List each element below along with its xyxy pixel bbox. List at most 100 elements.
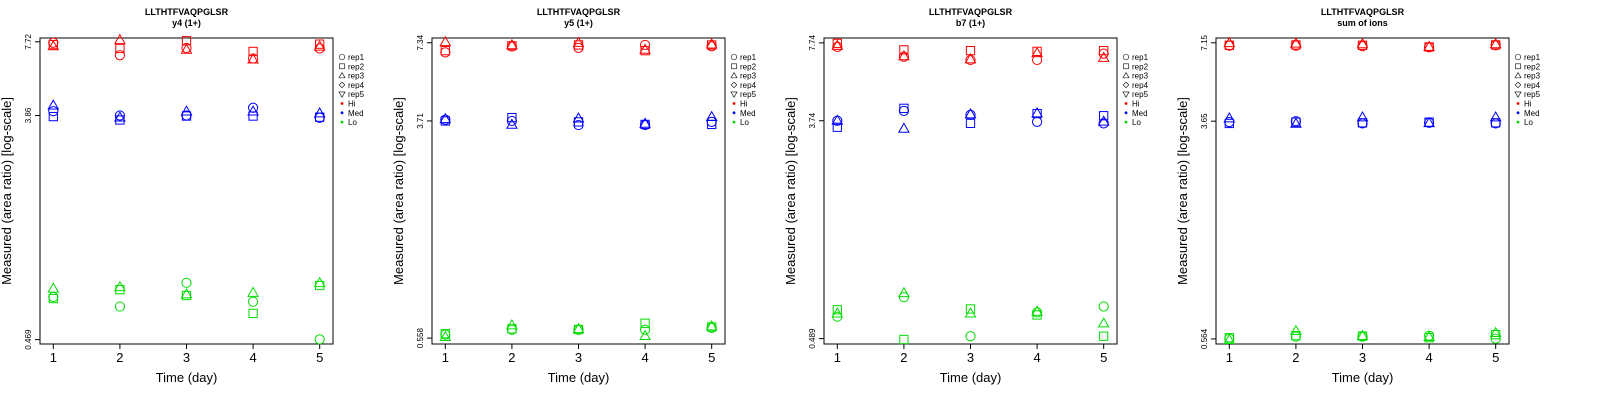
data-point-lo-rep2-day1 [1224, 333, 1234, 343]
legend-entry-rep2: rep2 [740, 62, 757, 71]
data-point-lo-rep2-day4 [640, 318, 650, 328]
data-point-lo-rep1-day5 [1098, 301, 1109, 312]
data-point-hi-rep3-day5 [1097, 51, 1110, 62]
legend-entry-lo: Lo [740, 118, 749, 127]
data-point-med-rep3-day1 [1223, 111, 1236, 123]
legend-symbol-rep5 [730, 91, 738, 98]
data-point-hi-rep3-day3 [1356, 37, 1369, 49]
data-point-hi-rep2-day5 [1099, 45, 1109, 56]
legend-dot-hi [340, 102, 344, 105]
legend-entry-rep4: rep4 [1524, 81, 1541, 90]
data-point-lo-rep3-day1 [47, 282, 60, 293]
legend-dot-hi [1516, 102, 1520, 105]
legend-entry-rep3: rep3 [1524, 72, 1541, 81]
legend-entry-lo: Lo [1524, 118, 1533, 127]
data-point-hi-rep1-day2 [114, 50, 126, 61]
legend-entry-hi: Hi [348, 100, 356, 109]
data-point-lo-rep2-day4 [1424, 333, 1434, 343]
x-tick-label: 3 [1359, 350, 1366, 365]
x-tick-label: 4 [641, 350, 648, 365]
legend-dot-lo [1516, 120, 1520, 124]
y-tick-label: 3.74 [808, 112, 817, 128]
legend-entry-rep1: rep1 [1132, 53, 1149, 62]
data-point-hi-rep3-day1 [831, 39, 844, 50]
data-point-med-rep3-day4 [639, 117, 652, 128]
data-point-lo-rep3-day1 [439, 330, 452, 341]
legend-symbol-rep1 [338, 53, 346, 61]
data-point-med-rep3-day2 [113, 111, 126, 122]
data-point-lo-rep2-day3 [573, 324, 584, 335]
data-point-med-rep2-day5 [1099, 111, 1109, 121]
x-tick-label: 3 [575, 350, 582, 365]
legend-entry-rep2: rep2 [1524, 62, 1541, 71]
data-point-med-rep2-day1 [48, 111, 58, 122]
data-point-lo-rep3-day4 [639, 329, 652, 340]
y-tick-label: 7.74 [808, 35, 817, 51]
x-tick-label: 4 [1033, 350, 1040, 365]
data-point-med-rep3-day3 [1356, 111, 1369, 122]
data-point-hi-rep3-day3 [572, 36, 585, 47]
legend-entry-rep4: rep4 [1132, 81, 1149, 90]
legend-dot-hi [1124, 102, 1128, 105]
data-point-lo-rep1-day2 [114, 301, 126, 312]
data-point-lo-rep1-day3 [181, 277, 192, 288]
data-point-lo-rep2-day4 [248, 308, 258, 319]
x-tick-label: 3 [967, 350, 974, 365]
y-tick-label: 3.65 [1200, 113, 1209, 129]
data-point-med-rep2-day4 [1032, 108, 1042, 119]
data-point-hi-rep1-day1 [440, 47, 451, 58]
chart-subtitle: sum of ions [1337, 18, 1388, 28]
legend-symbol-rep4 [1122, 81, 1130, 89]
legend-entry-rep1: rep1 [740, 53, 757, 62]
chart-subtitle: y4 (1+) [172, 18, 201, 28]
x-tick-label: 5 [708, 350, 715, 365]
data-point-lo-rep1-day4 [247, 296, 259, 307]
legend-entry-rep4: rep4 [348, 81, 365, 90]
x-tick-label: 5 [316, 350, 323, 365]
y-tick-label: 0.564 [1200, 328, 1209, 349]
x-axis-label: Time (day) [156, 370, 218, 385]
data-point-med-rep1-day2 [898, 105, 910, 117]
legend-symbol-rep3 [1122, 71, 1130, 79]
data-point-med-rep3-day5 [705, 110, 718, 121]
data-point-lo-rep3-day3 [964, 307, 977, 318]
data-point-hi-rep2-day5 [707, 40, 717, 50]
legend-entry-rep5: rep5 [348, 90, 365, 99]
legend-entry-rep1: rep1 [1524, 53, 1541, 62]
legend-entry-rep5: rep5 [1524, 90, 1541, 99]
data-point-med-rep2-day3 [181, 111, 192, 121]
data-point-lo-rep2-day1 [48, 293, 58, 304]
legend-symbol-rep2 [1123, 63, 1129, 70]
x-tick-label: 2 [508, 350, 515, 365]
data-point-lo-rep3-day2 [505, 319, 518, 330]
legend-entry-rep3: rep3 [740, 72, 757, 81]
x-tick-label: 1 [50, 350, 57, 365]
y-axis-label: Measured (area ratio) [log-scale] [0, 97, 14, 285]
data-point-hi-rep2-day5 [315, 39, 325, 49]
data-point-lo-rep3-day2 [1289, 324, 1302, 336]
legend-entry-rep5: rep5 [740, 90, 757, 99]
legend-entry-rep2: rep2 [1132, 62, 1149, 71]
data-point-lo-rep1-day3 [965, 331, 976, 342]
data-point-lo-rep1-day2 [898, 292, 910, 303]
x-tick-label: 2 [116, 350, 123, 365]
legend-symbol-rep3 [1514, 71, 1522, 79]
legend-dot-lo [1124, 120, 1128, 124]
data-point-med-rep3-day3 [180, 105, 193, 116]
data-point-lo-rep3-day4 [247, 286, 260, 297]
data-point-med-rep3-day5 [1097, 115, 1110, 126]
x-axis-label: Time (day) [548, 370, 610, 385]
data-point-hi-rep3-day4 [639, 43, 652, 54]
data-point-hi-rep2-day5 [1491, 40, 1501, 50]
data-point-lo-rep1-day4 [639, 324, 651, 335]
legend-entry-med: Med [348, 109, 364, 118]
x-tick-label: 2 [1292, 350, 1299, 365]
x-tick-label: 1 [442, 350, 449, 365]
data-point-hi-rep3-day2 [897, 49, 910, 61]
legend-entry-med: Med [740, 109, 756, 118]
legend-entry-lo: Lo [348, 118, 357, 127]
legend-symbol-rep2 [731, 63, 737, 70]
